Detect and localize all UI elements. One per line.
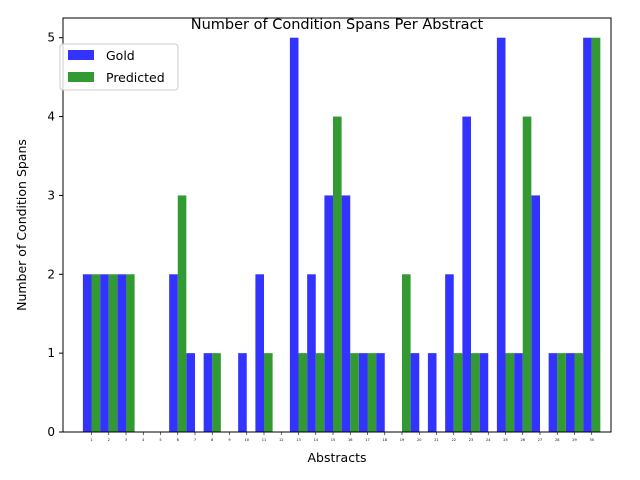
x-tick-label: 16 [348, 438, 352, 442]
bar-gold-20 [410, 353, 420, 432]
bar-predicted-17 [367, 353, 377, 432]
x-tick-label: 21 [434, 438, 438, 442]
x-tick-label: 6 [177, 438, 179, 442]
x-tick-label: 4 [142, 438, 145, 442]
bar-gold-16 [341, 195, 351, 432]
bar-gold-11 [255, 274, 264, 432]
bar-gold-29 [565, 353, 575, 432]
x-tick-label: 3 [125, 438, 127, 442]
bar-gold-21 [427, 353, 437, 432]
bar-predicted-28 [557, 353, 566, 432]
bar-gold-17 [358, 353, 368, 432]
x-tick-label: 1 [90, 438, 92, 442]
legend-label-gold: Gold [106, 48, 135, 63]
x-tick-label: 10 [245, 438, 249, 442]
x-tick-label: 7 [194, 438, 196, 442]
x-tick-label: 24 [486, 438, 491, 442]
y-axis-label: Number of Condition Spans [14, 139, 29, 311]
x-tick-label: 28 [555, 438, 559, 442]
x-tick-label: 12 [279, 438, 283, 442]
bar-gold-27 [531, 195, 540, 432]
y-tick-label: 5 [47, 31, 55, 45]
bar-gold-25 [496, 37, 506, 433]
bar-predicted-30 [591, 37, 601, 433]
plot-frame [62, 17, 612, 433]
bar-predicted-15 [333, 116, 342, 432]
bar-predicted-22 [453, 353, 463, 432]
x-axis-label: Abstracts [308, 450, 367, 465]
x-axis: 1 2 3 4 5 6 7 8 9 10 11 12 13 14 15 16 17 18 19 20 21 22 23 24 2… [90, 432, 594, 442]
bar-gold-1 [82, 274, 92, 432]
bar-predicted-11 [264, 353, 273, 432]
bar-predicted-16 [350, 353, 359, 432]
bar-predicted-1 [91, 274, 101, 432]
y-axis: 0 1 2 3 4 5 [47, 31, 63, 439]
x-tick-label: 20 [417, 438, 421, 442]
x-tick-label: 9 [228, 438, 230, 442]
bar-predicted-3 [126, 274, 135, 432]
bar-gold-18 [376, 353, 385, 432]
x-tick-label: 17 [365, 438, 369, 442]
legend-swatch-predicted [68, 72, 94, 82]
bar-predicted-2 [108, 274, 118, 432]
bar-gold-6 [169, 274, 178, 432]
bar-gold-23 [462, 116, 471, 432]
y-tick-label: 3 [47, 188, 55, 202]
chart-title: Number of Condition Spans Per Abstract [191, 17, 484, 33]
x-tick-label: 13 [296, 438, 300, 442]
bar-predicted-29 [574, 353, 584, 432]
bar-gold-14 [307, 274, 316, 432]
x-tick-label: 18 [383, 438, 387, 442]
bar-gold-24 [479, 353, 489, 432]
y-tick-label: 0 [47, 425, 55, 439]
legend: Gold Predicted [59, 43, 179, 91]
bar-gold-15 [324, 195, 333, 432]
bar-predicted-14 [315, 353, 325, 432]
x-tick-label: 23 [469, 438, 473, 442]
y-tick-label: 4 [47, 110, 55, 124]
bar-predicted-26 [522, 116, 532, 432]
x-tick-label: 19 [400, 438, 404, 442]
bar-gold-22 [445, 274, 454, 432]
bar-gold-30 [583, 37, 592, 433]
bar-predicted-6 [177, 195, 187, 432]
x-tick-label: 14 [314, 438, 319, 442]
x-tick-label: 27 [538, 438, 542, 442]
x-tick-label: 26 [521, 438, 525, 442]
bar-gold-8 [203, 353, 213, 432]
x-tick-label: 15 [331, 438, 335, 442]
x-tick-label: 2 [108, 438, 110, 442]
bar-gold-3 [117, 274, 126, 432]
bar-gold-2 [100, 274, 109, 432]
y-tick-label: 1 [47, 346, 55, 360]
x-tick-label: 29 [572, 438, 576, 442]
bar-gold-10 [238, 353, 247, 432]
legend-swatch-gold [68, 50, 94, 60]
legend-label-predicted: Predicted [106, 70, 165, 85]
bar-gold-13 [289, 37, 299, 433]
x-tick-label: 11 [262, 438, 266, 442]
bar-predicted-23 [471, 353, 480, 432]
bar-gold-28 [548, 353, 558, 432]
bar-gold-7 [186, 353, 195, 432]
bar-predicted-19 [402, 274, 411, 432]
x-tick-label: 8 [211, 438, 213, 442]
bar-predicted-25 [505, 353, 515, 432]
x-tick-label: 5 [159, 438, 161, 442]
bars-group [82, 37, 601, 433]
x-tick-label: 25 [503, 438, 507, 442]
bar-predicted-13 [298, 353, 308, 432]
x-tick-label: 22 [452, 438, 456, 442]
x-tick-label: 30 [590, 438, 594, 442]
y-tick-label: 2 [47, 267, 55, 281]
bar-gold-26 [514, 353, 523, 432]
bar-predicted-8 [212, 353, 221, 432]
